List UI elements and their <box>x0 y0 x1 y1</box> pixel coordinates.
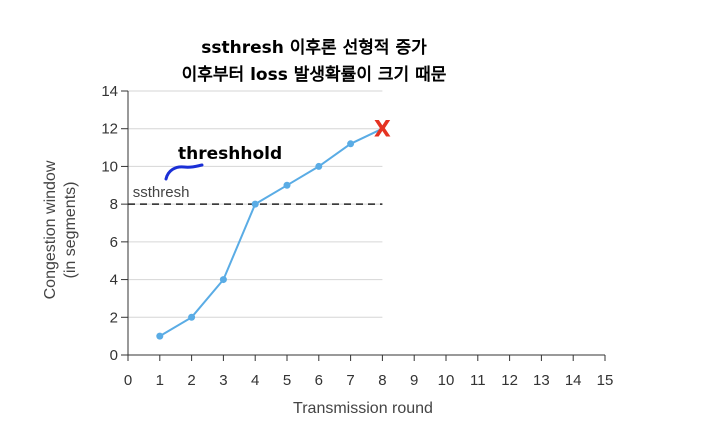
x-tick-label: 6 <box>315 372 323 389</box>
x-tick-label: 3 <box>219 372 227 389</box>
x-tick-label: 15 <box>597 372 614 389</box>
x-tick-label: 9 <box>410 372 418 389</box>
y-axis-label-line-2: (in segments) <box>62 182 79 279</box>
x-tick-labels: 0 1 2 3 4 5 6 7 8 9 10 11 12 13 14 15 <box>124 372 614 389</box>
y-tick-label: 4 <box>110 272 118 289</box>
y-tick-label: 10 <box>101 158 118 175</box>
data-point <box>188 313 196 321</box>
x-tick-label: 5 <box>283 372 291 389</box>
x-tick-label: 10 <box>438 372 455 389</box>
axes <box>121 90 606 361</box>
chart-title-line-2: 이후부터 loss 발생확률이 크기 때문 <box>182 64 447 85</box>
x-tick-label: 12 <box>501 372 518 389</box>
x-tick-label: 7 <box>346 372 354 389</box>
data-point <box>315 162 323 170</box>
x-tick-label: 8 <box>378 372 386 389</box>
x-axis-label: Transmission round <box>293 400 433 417</box>
data-point <box>251 200 259 208</box>
y-tick-label: 2 <box>110 309 118 326</box>
loss-marker: X <box>374 118 391 143</box>
y-tick-label: 6 <box>110 234 118 251</box>
y-tick-labels: 0 2 4 6 8 10 12 14 <box>101 83 118 364</box>
x-tick-label: 4 <box>251 372 259 389</box>
y-axis-label: Congestion window (in segments) <box>42 160 79 299</box>
x-tick-label: 2 <box>187 372 195 389</box>
y-axis-label-line-1: Congestion window <box>42 160 59 299</box>
congestion-window-series <box>156 127 383 340</box>
series-line <box>159 127 383 337</box>
x-tick-label: 14 <box>565 372 582 389</box>
x-tick-label: 0 <box>124 372 132 389</box>
data-point <box>156 332 164 340</box>
x-tick-label: 13 <box>533 372 550 389</box>
y-tick-label: 8 <box>110 196 118 213</box>
data-point <box>219 276 227 284</box>
ssthresh-reference: ssthresh <box>128 184 383 205</box>
ssthresh-label: ssthresh <box>133 184 190 201</box>
chart-title-line-1: ssthresh 이후론 선형적 증가 <box>201 37 427 58</box>
chart-title: ssthresh 이후론 선형적 증가 이후부터 loss 발생확률이 크기 때… <box>182 37 447 85</box>
threshhold-underline-scribble <box>164 163 204 181</box>
threshhold-annotation: threshhold <box>178 144 282 164</box>
x-tick-label: 1 <box>156 372 164 389</box>
y-tick-label: 14 <box>101 83 118 100</box>
y-tick-label: 12 <box>101 121 118 138</box>
y-tick-label: 0 <box>110 347 118 364</box>
x-tick-label: 11 <box>470 372 486 389</box>
data-point <box>347 140 355 148</box>
data-point <box>283 181 291 189</box>
